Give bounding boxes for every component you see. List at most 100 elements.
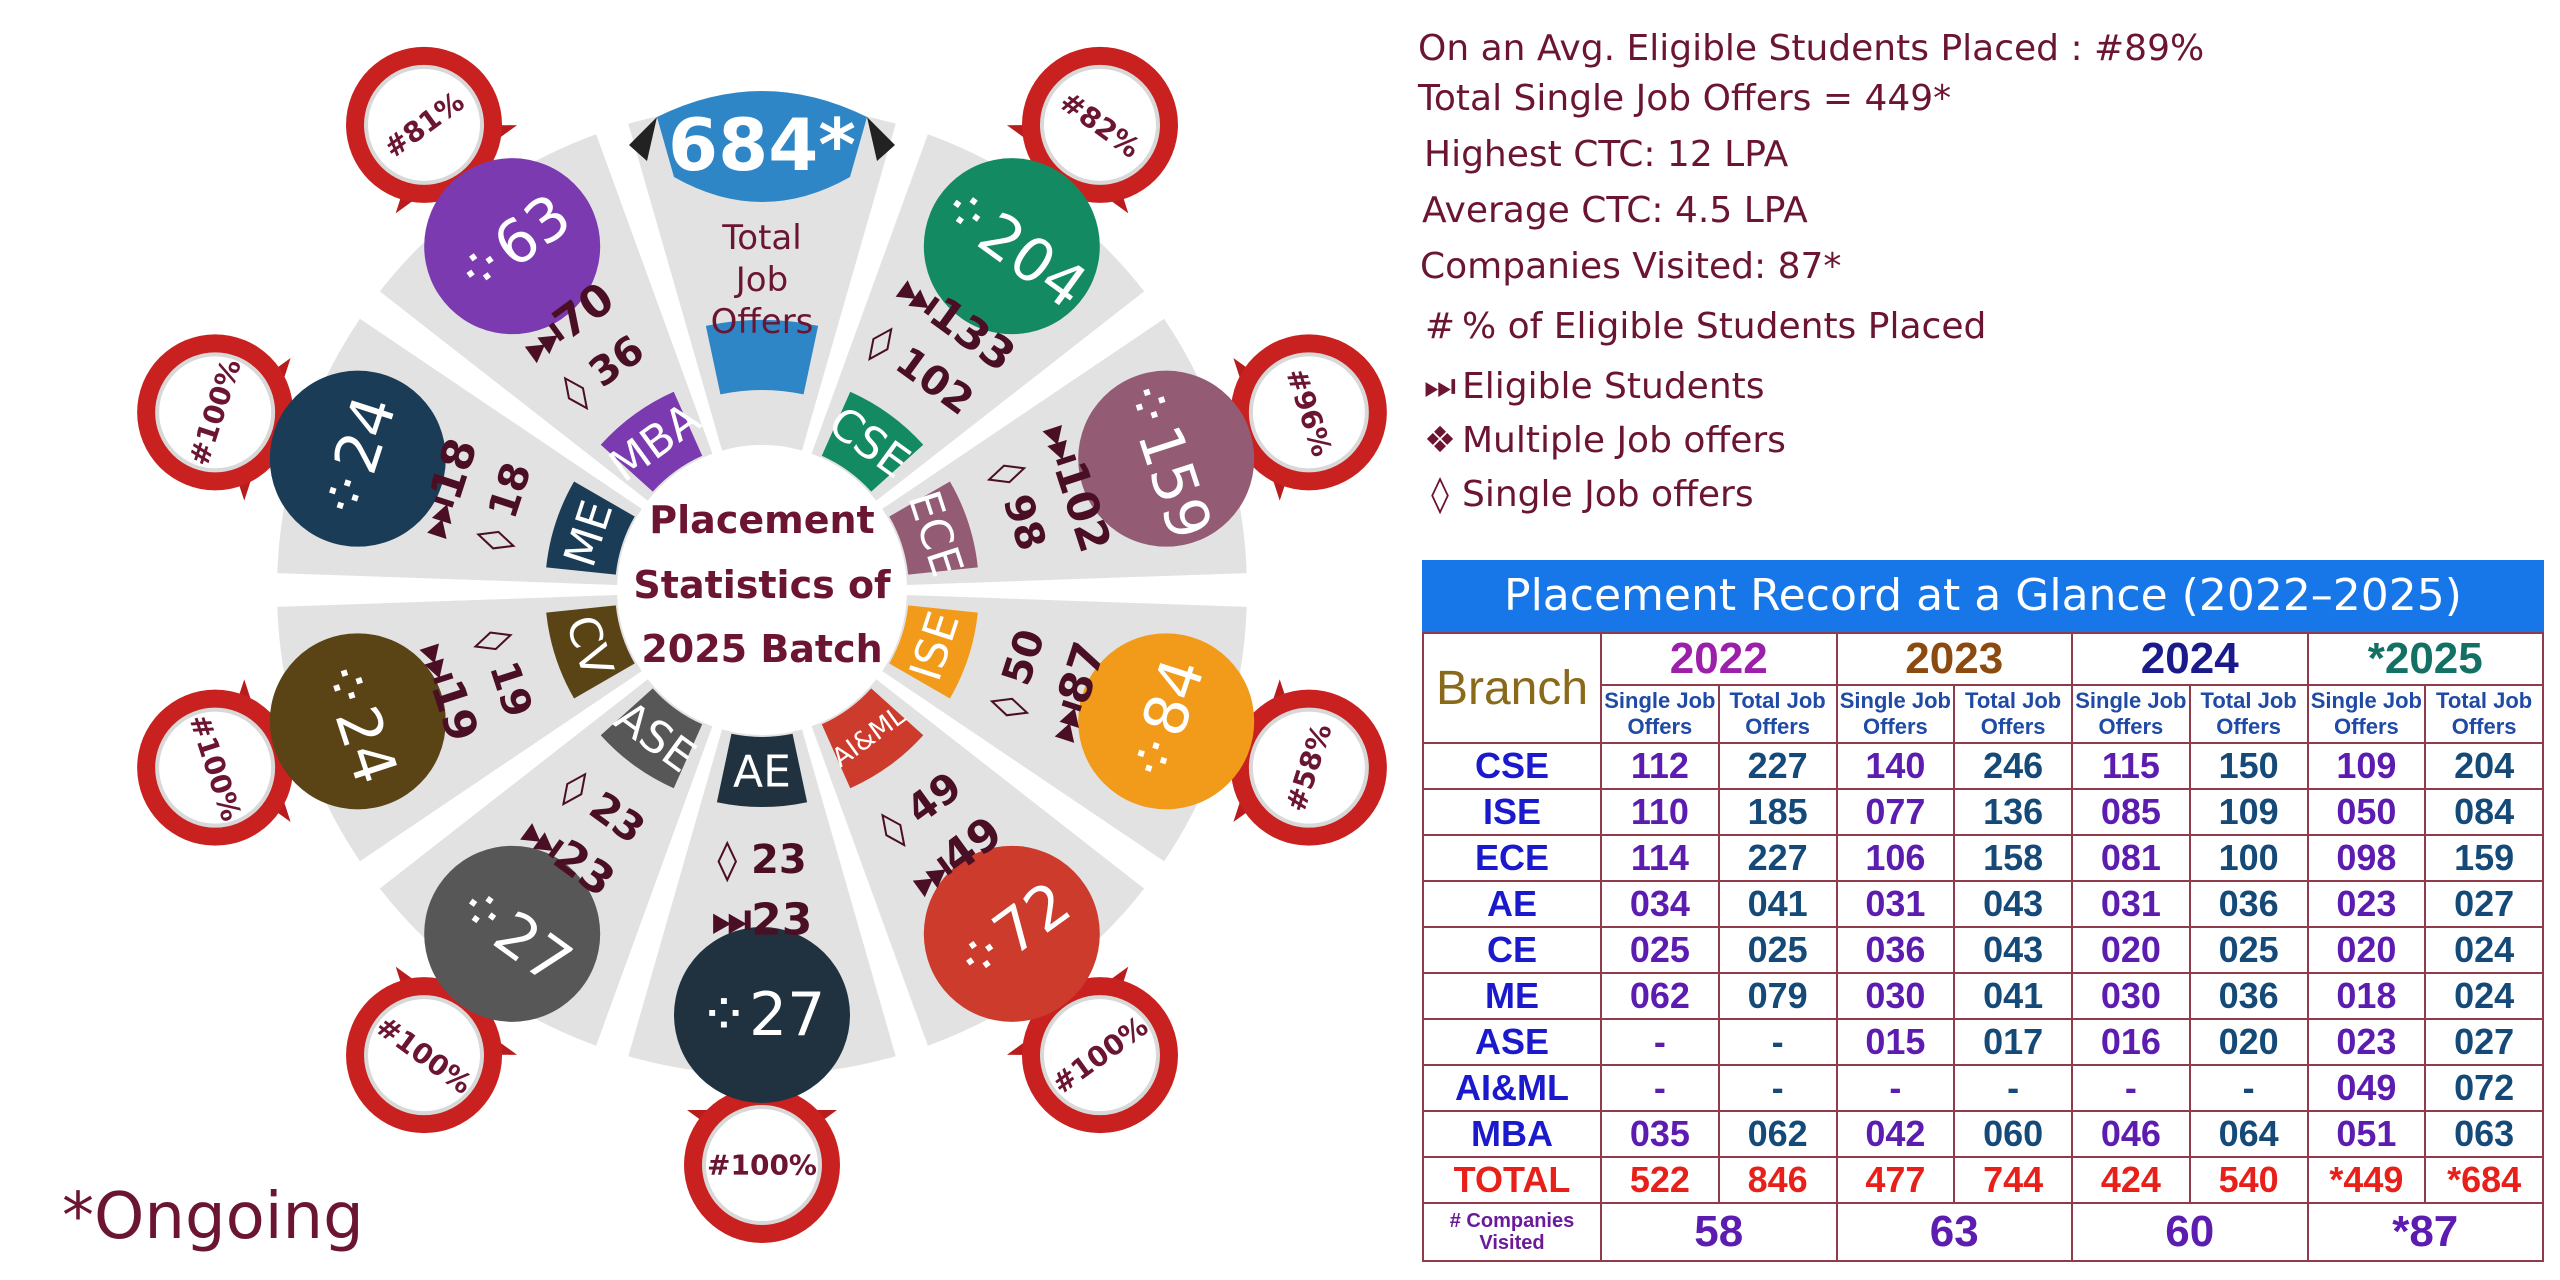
- branch-total-badge: [269, 633, 446, 810]
- table-row: ISE 110 185 077 136 085 109 050 084: [1422, 788, 2544, 836]
- average-ctc-text: Average CTC: 4.5 LPA: [1422, 190, 1808, 231]
- branch-total-value: ⁘27: [699, 980, 826, 1050]
- total-offers-label: Job: [734, 260, 788, 300]
- single-offers-cell: 109: [2306, 742, 2427, 790]
- total-offers-cell: 020: [2188, 1018, 2309, 1066]
- avg-placed-text: On an Avg. Eligible Students Placed : #8…: [1418, 28, 2205, 69]
- single-offers-cell: 050: [2306, 788, 2427, 836]
- total-offers-value: 684*: [668, 103, 856, 187]
- single-offers-cell: 110: [1600, 788, 1720, 836]
- total-offers-cell: 744: [1953, 1156, 2073, 1204]
- center-title-line-3: 2025 Batch: [641, 627, 882, 671]
- total-offers-cell: -: [1717, 1018, 1838, 1066]
- single-offers-value: ◊ 23: [717, 837, 806, 883]
- total-offers-cell: 064: [2188, 1110, 2309, 1158]
- total-offers-cell: 036: [2188, 880, 2309, 928]
- branch-total-badge: [923, 158, 1100, 335]
- total-offers-cell: 109: [2188, 788, 2309, 836]
- single-offers-cell: 031: [1835, 880, 1956, 928]
- single-offers-cell: 477: [1835, 1156, 1956, 1204]
- legend-multiple-label: Multiple Job offers: [1462, 420, 1786, 461]
- percent-badge-inner: [702, 1105, 822, 1225]
- total-offers-strip: [705, 320, 819, 395]
- total-offers-label: Offers: [711, 302, 814, 342]
- skip-forward-icon: ⏭: [1423, 366, 1457, 407]
- year-header: 2022: [1600, 632, 1838, 686]
- eligible-value: ⏭23: [712, 895, 813, 946]
- branch-tag: [821, 391, 924, 492]
- percent-badge-inner: [1039, 995, 1160, 1116]
- total-offers-cell: *684: [2424, 1156, 2544, 1204]
- single-offers-cell: 522: [1600, 1156, 1720, 1204]
- branch-tag: [821, 688, 924, 789]
- single-offers-header: Single Job Offers: [2306, 684, 2427, 744]
- total-offers-cell: 041: [1953, 972, 2073, 1020]
- branch-total-badge: [1078, 370, 1255, 547]
- single-offers-cell: 036: [1835, 926, 1956, 974]
- total-offers-cell: 159: [2424, 834, 2544, 882]
- four-diamond-icon: ❖: [1423, 420, 1457, 461]
- total-offers-cell: 227: [1717, 834, 1838, 882]
- total-offers-cell: 063: [2424, 1110, 2544, 1158]
- total-offers-cell: 246: [1953, 742, 2073, 790]
- year-header-row: Branch 2022 2023 2024 *2025: [1422, 632, 2544, 744]
- branch-tag: [600, 688, 703, 789]
- total-offers-cell: 043: [1953, 880, 2073, 928]
- legend-eligible-label: Eligible Students: [1462, 366, 1765, 407]
- single-offers-cell: 051: [2306, 1110, 2427, 1158]
- single-offers-cell: 034: [1600, 880, 1720, 928]
- single-offers-cell: 023: [2306, 880, 2427, 928]
- record-table-grid: Branch 2022 2023 2024 *2025 Single Job Offers T…: [1422, 632, 2544, 1262]
- year-header: *2025: [2306, 632, 2544, 686]
- table-row: MBA 035 062 042 060 046 064 051 063: [1422, 1110, 2544, 1158]
- legend-percent: #% of Eligible Students Placed: [1418, 306, 1986, 347]
- hash-icon: #: [1424, 306, 1456, 347]
- single-offers-cell: 106: [1835, 834, 1956, 882]
- single-offers-cell: 042: [1835, 1110, 1956, 1158]
- companies-row: # Companies Visited 58 63 60 *87: [1422, 1202, 2544, 1262]
- percent-badge-inner: [155, 707, 276, 828]
- companies-visited-cell: *87: [2306, 1202, 2544, 1262]
- total-offers-badge-shadow: [629, 117, 895, 161]
- total-offers-header: Total Job Offers: [1717, 684, 1838, 744]
- single-offers-cell: 015: [1835, 1018, 1956, 1066]
- branch-tag-label: AE: [733, 747, 791, 798]
- branch-total-badge: [424, 158, 601, 335]
- single-offers-cell: 115: [2071, 742, 2191, 790]
- branch-cell: AE: [1422, 880, 1602, 928]
- branch-cell: ISE: [1422, 788, 1602, 836]
- legend-multiple: ❖ Multiple Job offers: [1418, 420, 1786, 461]
- four-diamond-icon: ❖: [752, 71, 772, 96]
- total-offers-cell: 027: [2424, 1018, 2544, 1066]
- total-offers-cell: 084: [2424, 788, 2544, 836]
- total-offers-label: Total: [721, 218, 801, 258]
- branch-tag: [889, 605, 978, 699]
- total-offers-cell: -: [1717, 1064, 1838, 1112]
- table-row: CE 025 025 036 043 020 025 020 024: [1422, 926, 2544, 974]
- branch-total-badge: [923, 845, 1100, 1022]
- total-offers-cell: 041: [1717, 880, 1838, 928]
- total-offers-header: Total Job Offers: [1953, 684, 2073, 744]
- branch-total-badge: [269, 370, 446, 547]
- branch-tag: [546, 481, 635, 575]
- single-offers-cell: 035: [1600, 1110, 1720, 1158]
- total-offers-cell: 227: [1717, 742, 1838, 790]
- branch-tag: [889, 481, 978, 575]
- branch-cell: AI&ML: [1422, 1064, 1602, 1112]
- branch-total-badge: [424, 845, 601, 1022]
- branch-header: Branch: [1422, 632, 1602, 744]
- single-offers-cell: 020: [2306, 926, 2427, 974]
- single-offers-cell: 046: [2071, 1110, 2191, 1158]
- percent-badge-inner: [1248, 707, 1369, 828]
- placement-record-table: Placement Record at a Glance (2022–2025)…: [1422, 560, 2544, 1262]
- total-offers-cell: -: [2188, 1064, 2309, 1112]
- single-offers-cell: 114: [1600, 834, 1720, 882]
- total-offers-cell: 079: [1717, 972, 1838, 1020]
- percent-badge-inner: [1248, 352, 1369, 473]
- companies-visited-cell: 63: [1835, 1202, 2073, 1262]
- single-offers-cell: 085: [2071, 788, 2191, 836]
- highest-ctc-text: Highest CTC: 12 LPA: [1424, 134, 1789, 175]
- branch-total-badge: [674, 927, 850, 1103]
- legend-eligible: ⏭ Eligible Students: [1418, 366, 1765, 408]
- legend-single: ◊ Single Job offers: [1418, 474, 1754, 515]
